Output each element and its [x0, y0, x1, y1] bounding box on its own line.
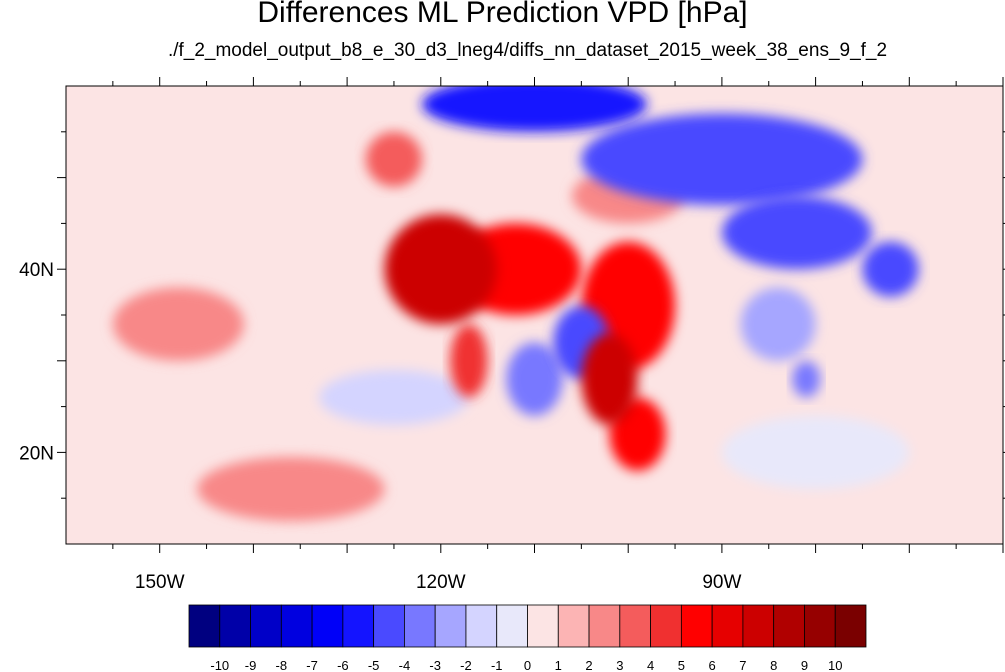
- field-blob: [450, 324, 488, 398]
- colorbar-box: [280, 604, 313, 648]
- colorbar-label: 5: [678, 658, 685, 672]
- colorbar-label: 1: [555, 658, 562, 672]
- field-blob: [197, 456, 385, 522]
- y-tick-label: 20N: [19, 443, 54, 464]
- field-blob: [422, 86, 647, 132]
- colorbar-box: [650, 604, 682, 648]
- field-blob: [581, 113, 863, 206]
- field-blob: [112, 287, 245, 361]
- colorbar-box: [711, 604, 744, 648]
- field-blob: [721, 415, 910, 490]
- y-tick-label: 40N: [19, 260, 54, 281]
- colorbar-box: [434, 604, 467, 648]
- colorbar-box: [588, 604, 621, 648]
- colorbar-box: [804, 604, 836, 648]
- colorbar-label: -9: [245, 658, 257, 672]
- colorbar-box: [742, 604, 775, 648]
- field-blob: [862, 241, 919, 297]
- y-axis: 20N 40N: [19, 131, 1005, 499]
- colorbar-label: -5: [368, 658, 380, 672]
- colorbar-box: [834, 604, 867, 648]
- colorbar-label: -4: [399, 658, 411, 672]
- colorbar-label: 3: [616, 658, 623, 672]
- colorbar-label: 6: [709, 658, 716, 672]
- colorbar-label: 0: [524, 658, 531, 672]
- field-blob: [740, 287, 816, 361]
- field-blob: [384, 214, 498, 325]
- field-blob: [365, 131, 423, 187]
- colorbar: -10 -9 -8 -7 -6 -5 -4 -3 -2 -1 0 1 2 3 4 5 6 7 8 9 10: [188, 604, 867, 672]
- field-blob: [318, 369, 469, 425]
- vpd-difference-field: [112, 86, 919, 522]
- colorbar-label: -2: [460, 658, 472, 672]
- colorbar-label: 4: [647, 658, 654, 672]
- x-axis: 150W 120W 90W: [112, 77, 1004, 593]
- colorbar-label: -6: [337, 658, 349, 672]
- colorbar-box: [465, 604, 498, 648]
- colorbar-label: 10: [828, 658, 842, 672]
- colorbar-box: [250, 604, 282, 648]
- field-blob: [506, 342, 563, 416]
- colorbar-box: [496, 604, 528, 648]
- colorbar-box: [188, 604, 221, 648]
- x-tick-label: 90W: [702, 572, 741, 593]
- x-tick-label: 150W: [135, 572, 185, 593]
- colorbar-label: -7: [306, 658, 318, 672]
- chart-subtitle: ./f_2_model_output_b8_e_30_d3_lneg4/diff…: [167, 40, 888, 61]
- colorbar-box: [311, 604, 344, 648]
- colorbar-box: [557, 604, 590, 648]
- x-tick-label: 120W: [416, 572, 466, 593]
- colorbar-label: -1: [491, 658, 503, 672]
- colorbar-box: [342, 604, 375, 648]
- colorbar-box: [680, 604, 713, 648]
- colorbar-box: [404, 604, 436, 648]
- colorbar-box: [219, 604, 251, 648]
- colorbar-label: 7: [739, 658, 746, 672]
- colorbar-label: 2: [585, 658, 592, 672]
- field-blob: [792, 360, 821, 398]
- colorbar-box: [773, 604, 805, 648]
- colorbar-label: -3: [429, 658, 441, 672]
- colorbar-label: 9: [801, 658, 808, 672]
- colorbar-label: 8: [770, 658, 777, 672]
- field-blob: [721, 195, 872, 270]
- colorbar-box: [373, 604, 405, 648]
- colorbar-box: [527, 604, 559, 648]
- chart-title: Differences ML Prediction VPD [hPa]: [257, 0, 748, 29]
- field-blob: [581, 333, 638, 425]
- colorbar-box: [619, 604, 651, 648]
- colorbar-label: -8: [276, 658, 288, 672]
- colorbar-label: -10: [210, 658, 229, 672]
